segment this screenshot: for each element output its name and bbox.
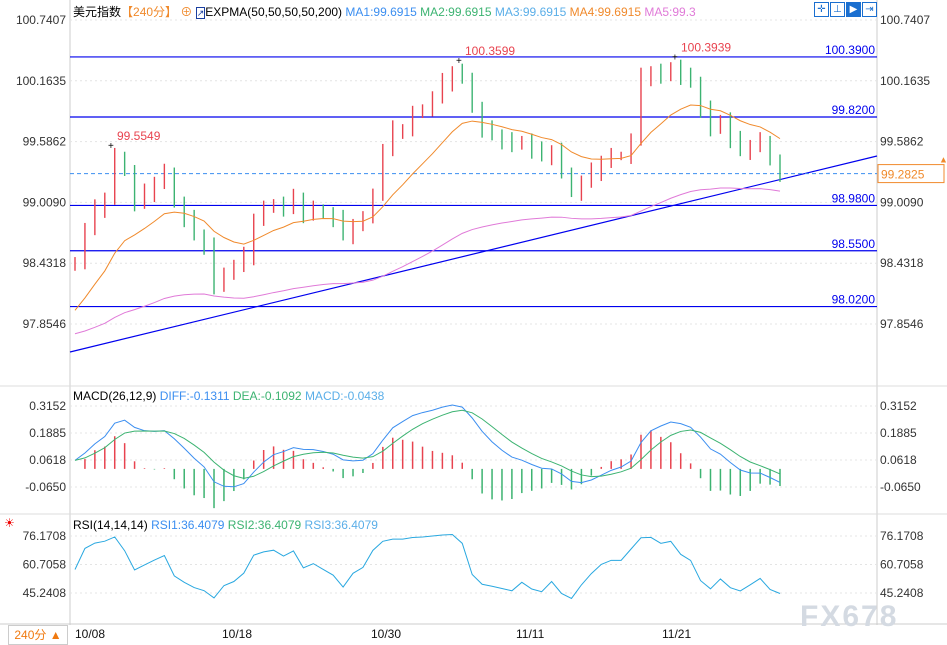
level-label: 100.3900 bbox=[825, 43, 875, 57]
price-tick-right: 98.4318 bbox=[880, 256, 924, 270]
level-label: 98.0200 bbox=[832, 293, 876, 307]
high-annotation: 100.3939 bbox=[681, 41, 731, 55]
rsi-title: RSI(14,14,14) bbox=[73, 518, 148, 532]
rsi-tick-left: 76.1708 bbox=[23, 529, 67, 543]
macd-dea: DEA:-0.1092 bbox=[232, 389, 302, 403]
macd-tick-left: 0.3152 bbox=[29, 399, 66, 413]
macd-tick-left: -0.0650 bbox=[25, 480, 66, 494]
high-marker-icon: + bbox=[108, 141, 114, 152]
macd-diff: DIFF:-0.1311 bbox=[159, 389, 230, 403]
trend-line bbox=[69, 155, 878, 353]
macd-tick-right: 0.3152 bbox=[880, 399, 917, 413]
current-price-label: 99.2825 bbox=[881, 168, 925, 182]
ma1-value: MA1:99.6915 bbox=[345, 5, 417, 19]
range-icon[interactable]: ⊥ bbox=[830, 2, 845, 17]
watermark-logo: FX678 bbox=[800, 600, 899, 633]
price-up-icon: ▲ bbox=[939, 155, 947, 165]
rsi2-value: RSI2:36.4079 bbox=[227, 518, 302, 532]
macd-tick-left: 0.0618 bbox=[29, 453, 66, 467]
price-tick-right: 99.5862 bbox=[880, 135, 924, 149]
rsi-tick-right: 60.7058 bbox=[880, 558, 924, 572]
price-tick-right: 99.0090 bbox=[880, 195, 924, 209]
rsi-line bbox=[74, 534, 781, 600]
price-tick-right: 100.7407 bbox=[880, 13, 930, 27]
symbol-name: 美元指数 bbox=[73, 5, 122, 19]
level-label: 98.9800 bbox=[832, 191, 876, 205]
macd-tick-left: 0.1885 bbox=[29, 426, 66, 440]
period-label[interactable]: 【240分】 bbox=[121, 5, 178, 19]
level-label: 98.5500 bbox=[832, 237, 876, 251]
ma2-value: MA2:99.6915 bbox=[420, 5, 492, 19]
play-icon[interactable]: ▶ bbox=[846, 2, 861, 17]
rsi-tick-left: 45.2408 bbox=[23, 586, 67, 600]
price-tick-right: 97.8546 bbox=[880, 317, 924, 331]
current-price-box bbox=[877, 164, 945, 184]
price-tick-left: 99.0090 bbox=[23, 195, 67, 209]
settings-sun-icon[interactable]: ☀ bbox=[4, 516, 15, 530]
rsi1-value: RSI1:36.4079 bbox=[151, 518, 225, 532]
x-tick: 11/11 bbox=[516, 627, 545, 641]
high-marker-icon: + bbox=[456, 56, 462, 67]
expma-fast-line bbox=[74, 104, 781, 311]
price-tick-right: 100.1635 bbox=[880, 74, 930, 88]
price-tick-left: 100.7407 bbox=[16, 13, 66, 27]
rsi-tick-right: 76.1708 bbox=[880, 529, 924, 543]
macd-value: MACD:-0.0438 bbox=[304, 389, 385, 403]
ma5-value: MA5:99.3 bbox=[644, 5, 696, 19]
rsi-header: RSI(14,14,14) RSI1:36.4079 RSI2:36.4079 … bbox=[73, 518, 378, 532]
high-annotation: 99.5549 bbox=[117, 129, 161, 143]
macd-diff-line bbox=[74, 404, 781, 488]
x-tick: 10/18 bbox=[222, 627, 253, 641]
rsi-tick-left: 60.7058 bbox=[23, 558, 67, 572]
high-annotation: 100.3599 bbox=[465, 44, 515, 58]
x-tick: 10/30 bbox=[371, 627, 402, 641]
ma3-value: MA3:99.6915 bbox=[494, 5, 567, 19]
rsi3-value: RSI3:36.4079 bbox=[304, 518, 378, 532]
macd-tick-right: 0.1885 bbox=[880, 426, 917, 440]
crosshair-toggle-icon[interactable]: ⊕ bbox=[180, 5, 193, 19]
price-tick-left: 100.1635 bbox=[16, 74, 66, 88]
macd-title: MACD(26,12,9) bbox=[73, 389, 157, 403]
price-tick-left: 98.4318 bbox=[23, 256, 67, 270]
period-selector-button[interactable]: 240分 ▲ bbox=[8, 625, 68, 645]
macd-header: MACD(26,12,9) DIFF:-0.1311 DEA:-0.1092 M… bbox=[73, 389, 384, 403]
level-label: 99.8200 bbox=[832, 103, 876, 117]
indicator-name[interactable]: EXPMA(50,50,50,50,200) bbox=[205, 5, 343, 19]
crosshair-icon[interactable]: ✛ bbox=[814, 2, 829, 17]
price-tick-left: 99.5862 bbox=[23, 135, 67, 149]
macd-dea-line bbox=[74, 409, 781, 479]
price-tick-left: 97.8546 bbox=[23, 317, 67, 331]
macd-tick-right: 0.0618 bbox=[880, 453, 917, 467]
x-tick: 10/08 bbox=[75, 627, 106, 641]
exit-icon[interactable]: ⇥ bbox=[862, 2, 877, 17]
x-tick: 11/21 bbox=[662, 627, 692, 641]
rsi-tick-right: 45.2408 bbox=[880, 586, 924, 600]
expma-slow-line bbox=[74, 187, 781, 335]
ma4-value: MA4:99.6915 bbox=[569, 5, 641, 19]
indicator-chart-icon[interactable]: ↗ bbox=[195, 7, 206, 19]
macd-tick-right: -0.0650 bbox=[880, 480, 921, 494]
chart-header: 美元指数【240分】 ⊕ ↗EXPMA(50,50,50,50,200) MA1… bbox=[73, 3, 696, 20]
high-marker-icon: + bbox=[672, 53, 678, 64]
